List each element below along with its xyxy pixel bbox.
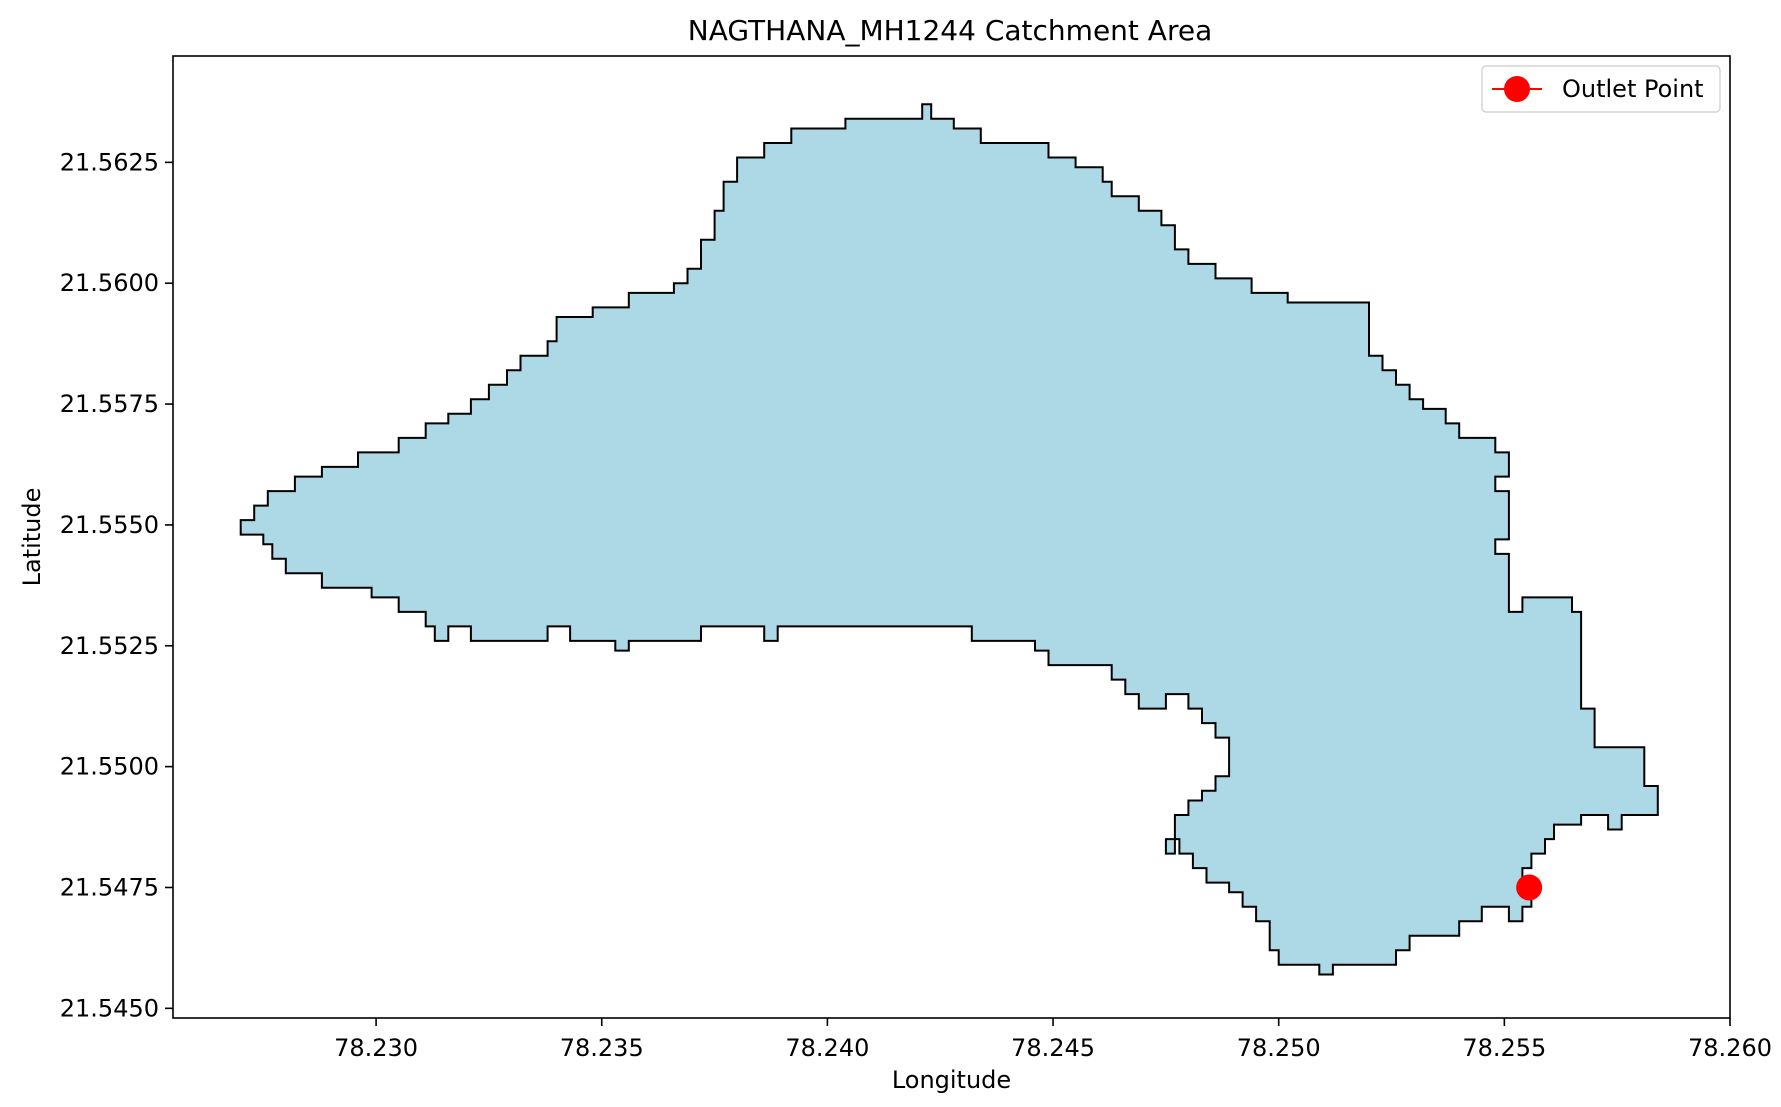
y-axis-ticks: 21.5450 21.5475 21.5500 21.5525 21.5550 21.55… [60, 148, 173, 1022]
y-tick-label: 21.5525 [60, 632, 159, 660]
plot-frame [172, 55, 1731, 1019]
chart-title: NAGTHANA_MH1244 Catchment Area [688, 14, 1212, 47]
legend-outlet-label: Outlet Point [1562, 75, 1704, 103]
y-tick-label: 21.5575 [60, 390, 159, 418]
y-tick-label: 21.5625 [60, 148, 159, 176]
x-tick-label: 78.235 [560, 1034, 644, 1062]
y-axis-label: Latitude [18, 488, 46, 587]
x-tick-label: 78.245 [1011, 1034, 1095, 1062]
x-axis-ticks: 78.230 78.235 78.240 78.245 78.250 78.255 78.2… [334, 1018, 1772, 1062]
x-tick-label: 78.250 [1237, 1034, 1321, 1062]
x-tick-label: 78.255 [1462, 1034, 1546, 1062]
legend-box [1481, 65, 1721, 113]
y-tick-label: 21.5500 [60, 753, 159, 781]
plot-layer [239, 103, 1659, 976]
legend: Outlet Point [1481, 65, 1721, 113]
y-tick-label: 21.5550 [60, 511, 159, 539]
y-tick-label: 21.5450 [60, 994, 159, 1022]
x-tick-label: 78.240 [785, 1034, 869, 1062]
x-tick-label: 78.260 [1688, 1034, 1772, 1062]
x-tick-label: 78.230 [334, 1034, 418, 1062]
y-tick-label: 21.5475 [60, 873, 159, 901]
y-tick-label: 21.5600 [60, 269, 159, 297]
x-axis-label: Longitude [892, 1066, 1011, 1094]
outlet-point-marker [1516, 874, 1543, 901]
legend-outlet-marker [1504, 76, 1530, 102]
catchment-polygon [239, 103, 1659, 976]
